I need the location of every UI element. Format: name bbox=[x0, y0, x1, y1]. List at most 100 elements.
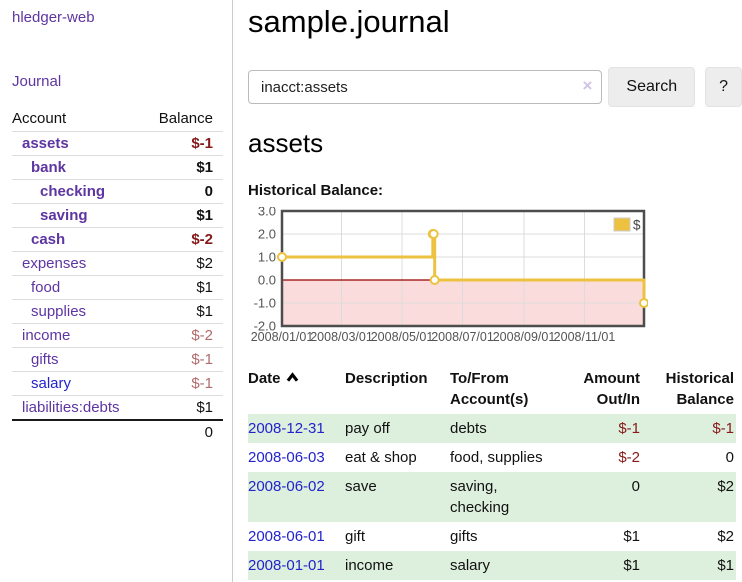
account-balance: $-2 bbox=[144, 323, 223, 348]
svg-text:2008/03/01: 2008/03/01 bbox=[310, 330, 373, 344]
account-balance: $1 bbox=[144, 203, 223, 228]
svg-text:-1.0: -1.0 bbox=[254, 296, 276, 311]
accounts-header-balance: Balance bbox=[158, 110, 213, 127]
account-row: cash $-2 bbox=[12, 227, 223, 252]
transaction-balance: $2 bbox=[717, 528, 734, 545]
transaction-balance: $1 bbox=[717, 557, 734, 574]
account-heading: assets bbox=[248, 128, 324, 158]
account-balance: $1 bbox=[144, 395, 223, 420]
transaction-description: eat & shop bbox=[345, 449, 417, 466]
sidebar-item-journal[interactable]: Journal bbox=[12, 73, 62, 90]
svg-text:2008/11/01: 2008/11/01 bbox=[554, 330, 616, 344]
account-balance: $-2 bbox=[144, 227, 223, 252]
svg-text:$: $ bbox=[633, 218, 641, 233]
transaction-date-link[interactable]: 2008-06-03 bbox=[248, 449, 325, 466]
account-row: assets $-1 bbox=[12, 131, 223, 156]
account-link-expenses[interactable]: expenses bbox=[22, 255, 87, 272]
transaction-date-link[interactable]: 2008-06-02 bbox=[248, 478, 325, 495]
svg-text:2008/09/01: 2008/09/01 bbox=[493, 330, 556, 344]
transaction-row: 2008-01-01 income salary $1 $1 bbox=[248, 551, 736, 580]
transaction-row: 2008-12-31 pay off debts $-1 $-1 bbox=[248, 414, 736, 443]
account-link-supplies[interactable]: supplies bbox=[31, 303, 87, 320]
chart-svg: 3.0 2.0 1.0 0.0 -1.0 -2.02008/01/012008/03/01… bbox=[251, 204, 649, 344]
account-link-checking[interactable]: checking bbox=[40, 183, 106, 200]
accounts-total-row: 0 bbox=[12, 419, 223, 444]
sort-ascending-icon bbox=[286, 372, 298, 382]
svg-text:-2.0: -2.0 bbox=[254, 319, 276, 334]
svg-text:1.0: 1.0 bbox=[258, 250, 276, 265]
transaction-accounts: debts bbox=[450, 420, 487, 437]
svg-text:2008/05/01: 2008/05/01 bbox=[371, 330, 434, 344]
clear-search-icon[interactable]: × bbox=[582, 76, 593, 95]
account-balance: $-1 bbox=[144, 347, 223, 372]
svg-text:2.0: 2.0 bbox=[258, 227, 276, 242]
page-title: sample.journal bbox=[248, 4, 450, 39]
transaction-amount: $-2 bbox=[618, 449, 640, 466]
account-balance: $2 bbox=[144, 251, 223, 276]
account-link-liabilities-debts[interactable]: liabilities:debts bbox=[22, 399, 120, 416]
svg-text:3.0: 3.0 bbox=[258, 207, 276, 219]
transaction-balance: 0 bbox=[725, 449, 734, 466]
search-form: × Search ? bbox=[248, 67, 742, 107]
brand-link[interactable]: hledger-web bbox=[12, 9, 95, 26]
account-link-cash[interactable]: cash bbox=[31, 231, 66, 248]
search-help-button[interactable]: ? bbox=[705, 67, 742, 107]
account-link-assets[interactable]: assets bbox=[22, 135, 69, 152]
transaction-date-link[interactable]: 2008-06-01 bbox=[248, 528, 325, 545]
txn-header-description[interactable]: Description bbox=[345, 370, 428, 387]
account-balance: $1 bbox=[144, 275, 223, 300]
transaction-row: 2008-06-03 eat & shop food, supplies $-2 0 bbox=[248, 443, 736, 472]
transaction-date-link[interactable]: 2008-12-31 bbox=[248, 420, 325, 437]
transaction-accounts: food, supplies bbox=[450, 449, 543, 466]
transaction-amount: $1 bbox=[623, 528, 640, 545]
sidebar: hledger-web Journal Account Balance asse… bbox=[0, 0, 233, 582]
account-balance: $1 bbox=[144, 155, 223, 180]
accounts-table: Account Balance assets $-1 bank $1 checking 0… bbox=[12, 107, 223, 444]
transaction-accounts: gifts bbox=[450, 528, 478, 545]
accounts-total-value: 0 bbox=[12, 419, 223, 444]
txn-header-to-from-account-s-[interactable]: To/From Account(s) bbox=[450, 370, 529, 408]
account-link-food[interactable]: food bbox=[31, 279, 61, 296]
svg-text:2008/07/01: 2008/07/01 bbox=[431, 330, 494, 344]
transaction-balance: $2 bbox=[717, 478, 734, 495]
account-row: salary $-1 bbox=[12, 371, 223, 396]
svg-text:0.0: 0.0 bbox=[258, 273, 276, 288]
account-link-income[interactable]: income bbox=[22, 327, 71, 344]
transaction-amount: $1 bbox=[623, 557, 640, 574]
txn-header-date[interactable]: Date bbox=[248, 366, 345, 414]
transaction-accounts: saving, checking bbox=[450, 478, 510, 516]
account-balance: $-1 bbox=[144, 131, 223, 156]
transaction-balance: $-1 bbox=[712, 420, 734, 437]
account-link-gifts[interactable]: gifts bbox=[31, 351, 59, 368]
transaction-amount: 0 bbox=[631, 478, 640, 495]
transaction-description: gift bbox=[345, 528, 366, 545]
account-row: saving $1 bbox=[12, 203, 223, 228]
accounts-header-account: Account bbox=[12, 110, 67, 127]
account-row: supplies $1 bbox=[12, 299, 223, 324]
transaction-description: income bbox=[345, 557, 394, 574]
account-row: income $-2 bbox=[12, 323, 223, 348]
account-row: checking 0 bbox=[12, 179, 223, 204]
account-balance: 0 bbox=[144, 179, 223, 204]
account-balance: $-1 bbox=[144, 371, 223, 396]
transaction-description: pay off bbox=[345, 420, 390, 437]
search-button[interactable]: Search bbox=[608, 67, 696, 107]
search-input[interactable] bbox=[248, 70, 603, 104]
account-row: liabilities:debts $1 bbox=[12, 395, 223, 420]
transaction-accounts: salary bbox=[450, 557, 491, 574]
account-row: bank $1 bbox=[12, 155, 223, 180]
txn-header-amount-out-in[interactable]: Amount Out/In bbox=[583, 370, 640, 408]
account-link-salary[interactable]: salary bbox=[31, 375, 72, 392]
account-row: food $1 bbox=[12, 275, 223, 300]
historical-balance-chart: 3.0 2.0 1.0 0.0 -1.0 -2.0 2008/01/01 2008/03/01… bbox=[248, 204, 649, 357]
transaction-row: 2008-06-01 gift gifts $1 $2 bbox=[248, 522, 736, 551]
transaction-amount: $-1 bbox=[618, 420, 640, 437]
transactions-table: Date Description To/From Account(s) Amount … bbox=[248, 366, 736, 580]
account-row: expenses $2 bbox=[12, 251, 223, 276]
svg-text:2008/01/01: 2008/01/01 bbox=[251, 330, 314, 344]
transaction-date-link[interactable]: 2008-01-01 bbox=[248, 557, 325, 574]
account-link-saving[interactable]: saving bbox=[40, 207, 88, 224]
account-link-bank[interactable]: bank bbox=[31, 159, 67, 176]
main-content: sample.journal × Search ? assets Histori… bbox=[234, 0, 742, 580]
txn-header-historical-balance[interactable]: Historical Balance bbox=[665, 370, 734, 408]
